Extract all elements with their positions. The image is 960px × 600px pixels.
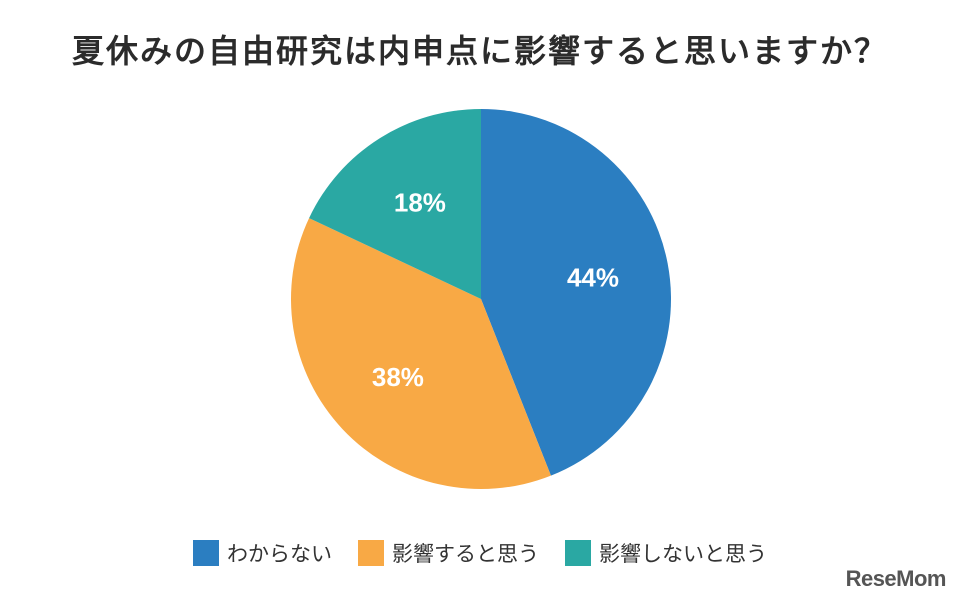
- legend-label: 影響すると思う: [392, 542, 539, 566]
- chart-title: 夏休みの自由研究は内申点に影響すると思いますか？: [71, 32, 888, 70]
- legend-swatch: [565, 540, 591, 566]
- slice-label-2: 18%: [394, 188, 446, 218]
- pie-slice-0: [481, 109, 672, 476]
- pie-slice-2: [309, 109, 481, 299]
- brand-logo: ReseMom: [845, 566, 947, 591]
- slice-label-0: 44%: [567, 263, 619, 293]
- legend-item-eikyou-shinai: 影響しないと思う: [565, 538, 767, 568]
- pie-slice-1: [290, 218, 551, 490]
- legend-label: 影響しないと思う: [599, 542, 767, 566]
- legend: わからない 影響すると思う 影響しないと思う: [0, 538, 960, 568]
- legend-item-eikyou-suru: 影響すると思う: [358, 538, 539, 568]
- legend-label: わからない: [227, 542, 332, 566]
- legend-swatch: [358, 540, 384, 566]
- legend-item-wakaranai: わからない: [193, 538, 332, 568]
- slice-label-1: 38%: [372, 362, 424, 392]
- legend-swatch: [193, 540, 219, 566]
